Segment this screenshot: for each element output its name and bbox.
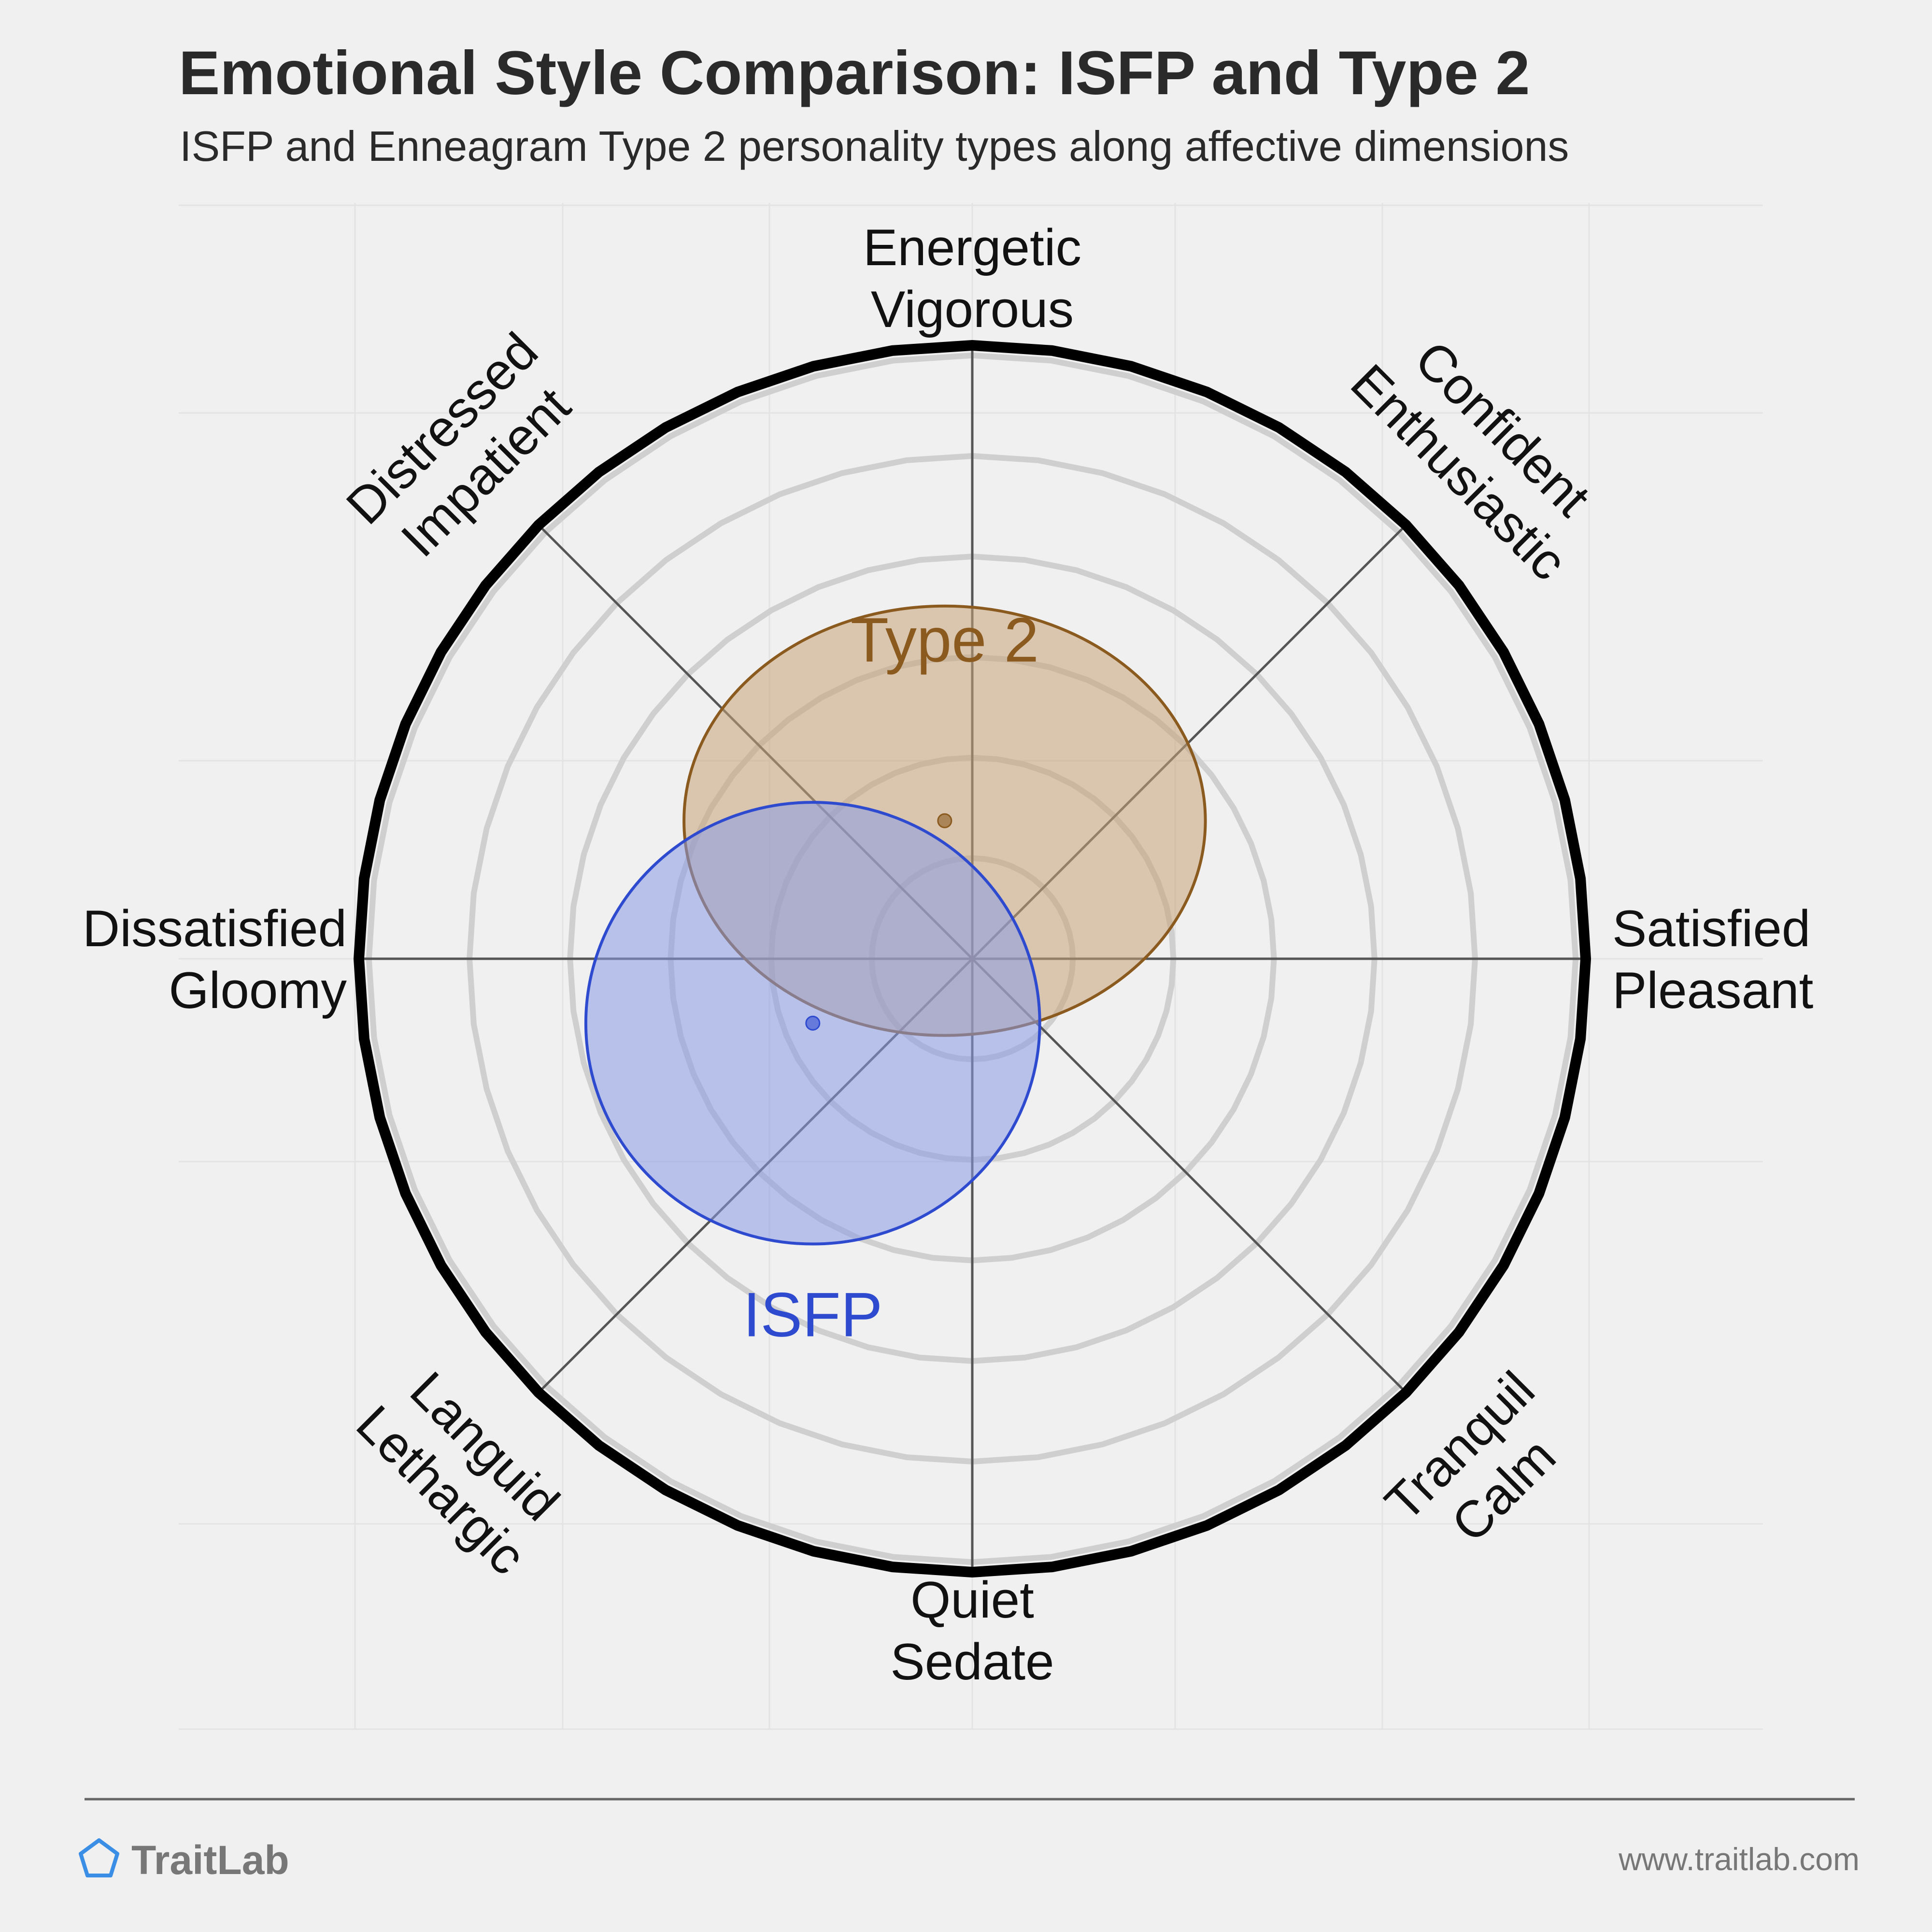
outer-ring [354,340,1591,1577]
chart-subtitle: ISFP and Enneagram Type 2 personality ty… [180,122,1569,170]
series-ellipses: Type 2 ISFP [584,605,1207,1350]
chart-title: Emotional Style Comparison: ISFP and Typ… [179,39,1530,108]
axis-label-line: Sedate [890,1633,1054,1690]
outer-boundary [354,340,1591,1577]
series-label-type-2: Type 2 [851,605,1039,675]
axis-label-line: Dissatisfied [83,899,347,957]
axis-label-line: Pleasant [1612,961,1813,1019]
axis-label-line: Satisfied [1612,899,1810,957]
pentagon-icon [79,1838,119,1877]
series-point-type-2 [937,813,952,828]
series-label-isfp: ISFP [743,1279,882,1350]
axis-label-line: Gloomy [169,961,347,1019]
site-url: www.traitlab.com [1618,1841,1860,1877]
brand-name: TraitLab [131,1837,289,1883]
axis-label-line: Vigorous [871,280,1074,338]
axis-label-line: Energetic [863,218,1081,276]
series-point-isfp [805,1015,821,1031]
axis-label-line: Quiet [910,1571,1034,1629]
axis-spoke-3 [971,958,1407,1393]
